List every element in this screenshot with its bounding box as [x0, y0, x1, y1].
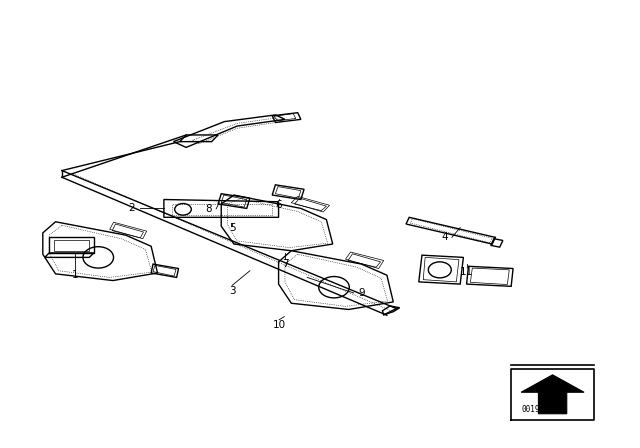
- Text: 10: 10: [273, 320, 286, 330]
- Text: 6: 6: [275, 200, 282, 210]
- Text: 4: 4: [441, 233, 447, 242]
- Text: 9: 9: [358, 288, 365, 298]
- Text: 1: 1: [71, 270, 78, 280]
- Text: 3: 3: [228, 286, 236, 296]
- Text: 11: 11: [460, 267, 473, 276]
- Text: 2: 2: [129, 203, 135, 213]
- Text: 8: 8: [205, 204, 212, 214]
- Text: 5: 5: [228, 224, 236, 233]
- Text: 00196652: 00196652: [522, 405, 558, 414]
- Text: 7: 7: [282, 259, 288, 269]
- Polygon shape: [521, 375, 584, 414]
